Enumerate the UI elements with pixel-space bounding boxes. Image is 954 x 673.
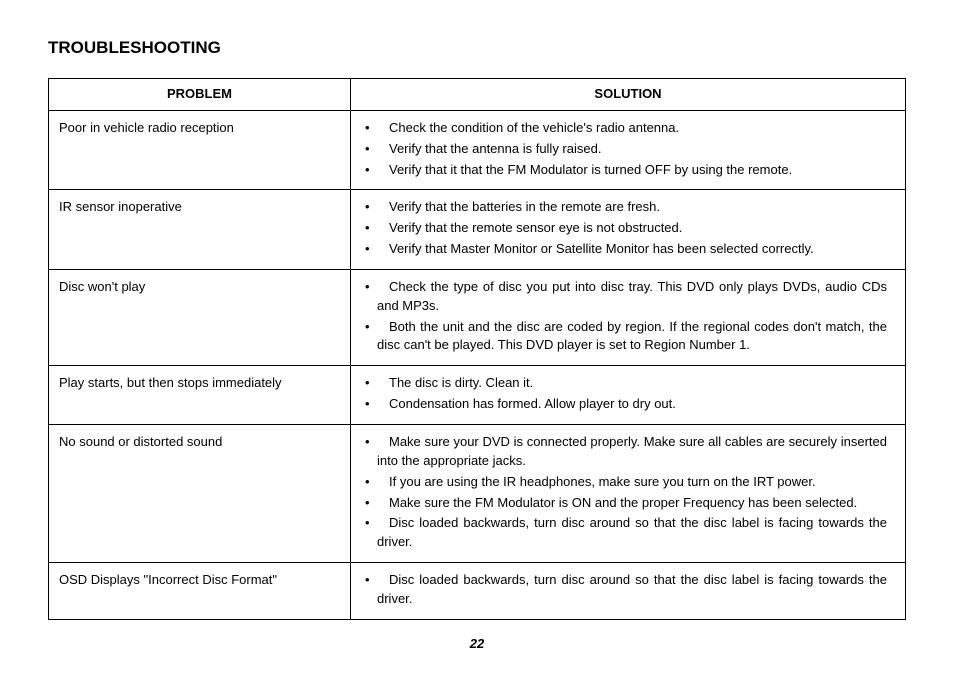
solution-list: Check the condition of the vehicle's rad… xyxy=(359,119,887,180)
page-number: 22 xyxy=(0,636,954,651)
header-problem: PROBLEM xyxy=(49,79,351,111)
solution-item: The disc is dirty. Clean it. xyxy=(377,374,887,393)
solution-cell: Make sure your DVD is connected properly… xyxy=(351,424,906,562)
solution-cell: Disc loaded backwards, turn disc around … xyxy=(351,563,906,620)
problem-cell: No sound or distorted sound xyxy=(49,424,351,562)
problem-cell: OSD Displays "Incorrect Disc Format" xyxy=(49,563,351,620)
solution-item: Verify that the remote sensor eye is not… xyxy=(377,219,887,238)
solution-item: Make sure the FM Modulator is ON and the… xyxy=(377,494,887,513)
solution-item: If you are using the IR headphones, make… xyxy=(377,473,887,492)
table-row: OSD Displays "Incorrect Disc Format" Disc… xyxy=(49,563,906,620)
table-row: Disc won't play Check the type of disc yo… xyxy=(49,269,906,365)
solution-item: Both the unit and the disc are coded by … xyxy=(377,318,887,356)
solution-item: Disc loaded backwards, turn disc around … xyxy=(377,571,887,609)
solution-item: Disc loaded backwards, turn disc around … xyxy=(377,514,887,552)
solution-cell: Verify that the batteries in the remote … xyxy=(351,190,906,270)
solution-item: Verify that Master Monitor or Satellite … xyxy=(377,240,887,259)
solution-item: Verify that the batteries in the remote … xyxy=(377,198,887,217)
header-solution: SOLUTION xyxy=(351,79,906,111)
problem-cell: Poor in vehicle radio reception xyxy=(49,110,351,190)
solution-item: Check the condition of the vehicle's rad… xyxy=(377,119,887,138)
page-title: TROUBLESHOOTING xyxy=(48,38,906,58)
solution-item: Verify that it that the FM Modulator is … xyxy=(377,161,887,180)
table-header-row: PROBLEM SOLUTION xyxy=(49,79,906,111)
solution-cell: The disc is dirty. Clean it. Condensation… xyxy=(351,366,906,425)
table-row: Poor in vehicle radio reception Check the… xyxy=(49,110,906,190)
solution-list: The disc is dirty. Clean it. Condensation… xyxy=(359,374,887,414)
troubleshooting-table: PROBLEM SOLUTION Poor in vehicle radio r… xyxy=(48,78,906,620)
solution-list: Disc loaded backwards, turn disc around … xyxy=(359,571,887,609)
solution-item: Check the type of disc you put into disc… xyxy=(377,278,887,316)
problem-cell: Disc won't play xyxy=(49,269,351,365)
solution-item: Verify that the antenna is fully raised. xyxy=(377,140,887,159)
problem-cell: IR sensor inoperative xyxy=(49,190,351,270)
manual-page: TROUBLESHOOTING PROBLEM SOLUTION Poor in… xyxy=(0,0,954,673)
solution-list: Verify that the batteries in the remote … xyxy=(359,198,887,259)
solution-list: Make sure your DVD is connected properly… xyxy=(359,433,887,552)
solution-item: Make sure your DVD is connected properly… xyxy=(377,433,887,471)
table-row: Play starts, but then stops immediatelyT… xyxy=(49,366,906,425)
solution-cell: Check the type of disc you put into disc… xyxy=(351,269,906,365)
table-row: No sound or distorted sound Make sure you… xyxy=(49,424,906,562)
solution-item: Condensation has formed. Allow player to… xyxy=(377,395,887,414)
solution-list: Check the type of disc you put into disc… xyxy=(359,278,887,355)
problem-cell: Play starts, but then stops immediately xyxy=(49,366,351,425)
solution-cell: Check the condition of the vehicle's rad… xyxy=(351,110,906,190)
table-row: IR sensor inoperative Verify that the bat… xyxy=(49,190,906,270)
